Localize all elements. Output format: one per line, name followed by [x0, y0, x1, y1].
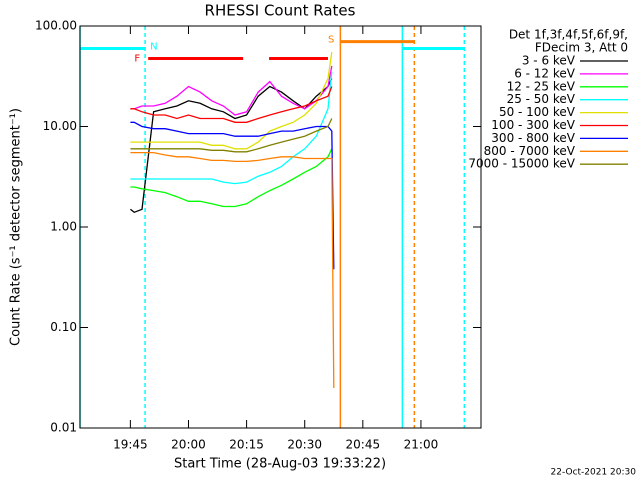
y-tick-label: 0.01 [50, 421, 77, 435]
series-line [130, 65, 333, 116]
y-tick-label: 0.10 [50, 320, 77, 334]
x-tick-label: 19:45 [113, 438, 148, 452]
flag-label: S [328, 35, 334, 46]
y-tick-label: 100.00 [35, 19, 77, 33]
legend-label: 7000 - 15000 keV [468, 157, 575, 171]
series-line [130, 121, 335, 270]
legend-label: 50 - 100 keV [499, 105, 576, 119]
x-tick-label: 20:15 [229, 438, 264, 452]
legend-label: 3 - 6 keV [522, 54, 576, 68]
series-line [130, 86, 333, 123]
x-tick-label: 20:00 [171, 438, 206, 452]
y-tick-label: 1.00 [50, 220, 77, 234]
chart-title: RHESSI Count Rates [205, 2, 356, 20]
series-line [130, 118, 333, 153]
series-line [130, 52, 333, 150]
legend-title: FDecim 3, Att 0 [535, 41, 628, 55]
legend-label: 100 - 300 keV [491, 118, 575, 132]
x-tick-label: 20:45 [346, 438, 381, 452]
x-axis-label: Start Time (28-Aug-03 19:33:22) [174, 457, 386, 472]
legend-label: 6 - 12 keV [514, 66, 576, 80]
series-line [130, 148, 333, 208]
legend-label: 300 - 800 keV [491, 131, 575, 145]
legend-title: Det 1f,3f,4f,5f,6f,9f, [509, 28, 628, 42]
x-tick-label: 20:30 [287, 438, 322, 452]
series-line [130, 151, 335, 389]
y-axis-label: Count Rate (s⁻¹ detector segment⁻¹) [9, 108, 24, 346]
y-tick-label: 10.00 [43, 119, 77, 133]
footer: 22-Oct-2021 20:30 [551, 468, 637, 478]
x-tick-label: 21:00 [404, 438, 439, 452]
series-line [130, 71, 333, 185]
flag-label: F [134, 53, 140, 64]
legend-label: 800 - 7000 keV [484, 144, 576, 158]
legend-label: 25 - 50 keV [507, 92, 576, 106]
legend-label: 12 - 25 keV [507, 79, 576, 93]
flag-label: N [150, 42, 157, 53]
